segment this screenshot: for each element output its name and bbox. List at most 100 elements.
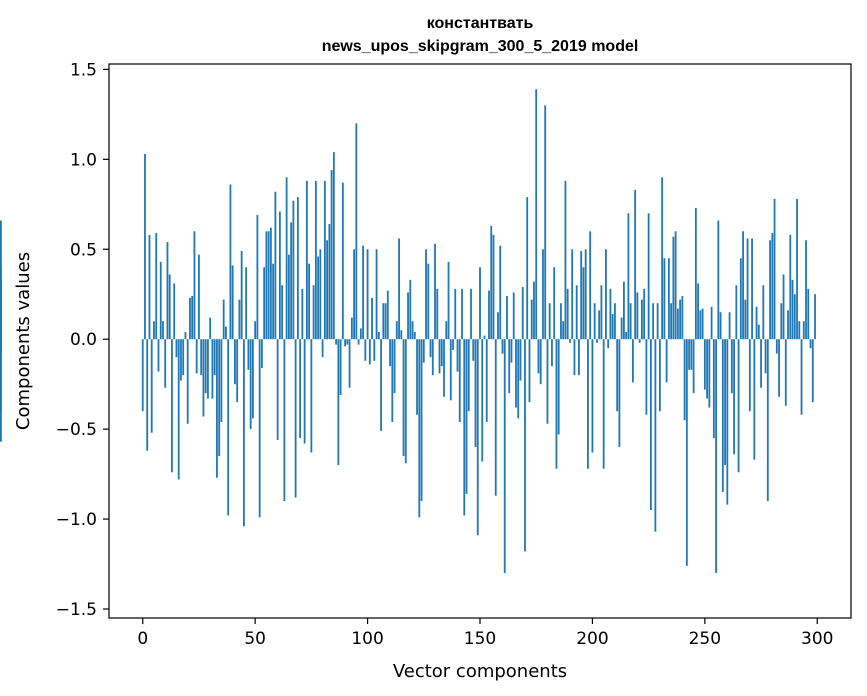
bar: [739, 258, 742, 340]
bar: [737, 339, 740, 473]
bar: [204, 339, 207, 394]
bar: [159, 261, 162, 340]
bar: [283, 339, 286, 502]
bar: [602, 339, 605, 469]
bar: [506, 296, 508, 340]
bar: [236, 339, 239, 403]
bar: [811, 339, 814, 403]
bar: [296, 197, 299, 340]
bar: [256, 215, 259, 340]
bar: [447, 261, 450, 340]
bar: [420, 339, 423, 502]
bar: [551, 339, 553, 367]
bar: [663, 258, 666, 340]
bar: [775, 339, 778, 354]
bar: [299, 339, 302, 439]
bar: [438, 339, 441, 374]
bar: [362, 245, 364, 340]
bar: [658, 339, 661, 412]
bar: [364, 339, 367, 361]
bar: [328, 224, 331, 340]
bar: [733, 339, 735, 455]
bar: [508, 339, 511, 394]
bar: [483, 335, 486, 340]
bar: [312, 285, 315, 340]
bar: [726, 339, 729, 505]
bar: [220, 339, 223, 422]
bar: [209, 317, 212, 340]
bar: [746, 238, 749, 340]
bar: [690, 339, 693, 370]
bar: [632, 339, 634, 383]
bar: [0, 339, 2, 442]
bar: [411, 321, 414, 340]
bar: [796, 198, 798, 340]
x-tick-label: 50: [244, 629, 266, 649]
x-axis-ticks: 0 50 100 150 200 250 300: [137, 618, 833, 649]
bar: [591, 339, 594, 453]
bar: [474, 339, 477, 448]
bar: [276, 339, 279, 440]
bar: [454, 288, 457, 340]
bar: [539, 339, 542, 385]
bar: [425, 249, 427, 340]
bar: [676, 308, 679, 340]
bar: [227, 339, 230, 516]
bar: [528, 339, 531, 403]
bar: [764, 339, 767, 374]
y-tick-label: −1.5: [56, 600, 97, 620]
bar: [350, 317, 353, 340]
bar: [609, 288, 612, 340]
bar: [692, 339, 695, 394]
bar: [569, 339, 571, 343]
bar: [769, 240, 771, 340]
bar: [240, 251, 243, 340]
bar: [715, 339, 717, 574]
x-axis-label: Vector components: [393, 661, 567, 682]
bar: [281, 285, 284, 340]
bar: [515, 339, 517, 408]
bar: [755, 306, 758, 340]
bar: [497, 312, 499, 340]
bar: [802, 321, 805, 340]
bar: [202, 339, 205, 417]
bar: [234, 339, 236, 385]
y-tick-label: −1.0: [56, 510, 97, 530]
bar: [467, 339, 470, 412]
bar: [697, 283, 699, 340]
bar: [596, 339, 598, 343]
bar: [784, 339, 787, 406]
bar: [571, 249, 574, 340]
bar: [553, 267, 556, 340]
bar: [292, 200, 295, 340]
bar: [530, 299, 533, 340]
bar: [814, 294, 816, 340]
bar: [359, 328, 362, 340]
bar: [661, 177, 664, 340]
bar: [557, 339, 560, 435]
bar: [218, 339, 221, 457]
bar: [332, 152, 335, 340]
bar: [598, 310, 601, 340]
bar: [656, 303, 659, 340]
bar: [231, 265, 234, 340]
x-tick-label: 100: [351, 629, 383, 649]
bar: [582, 267, 585, 340]
bar: [341, 182, 344, 340]
bar: [789, 234, 792, 340]
bar: [654, 339, 657, 532]
y-tick-label: 0.5: [70, 240, 97, 260]
bar: [198, 254, 200, 340]
plot-frame: [108, 63, 852, 619]
bar: [380, 339, 382, 431]
bar: [623, 281, 625, 340]
bar: [265, 231, 268, 340]
bar: [168, 274, 171, 340]
bar: [180, 339, 182, 381]
y-tick-label: 1.5: [70, 60, 97, 80]
bar: [193, 231, 196, 340]
bar: [267, 231, 270, 340]
bar: [166, 242, 169, 340]
bar: [600, 285, 603, 340]
